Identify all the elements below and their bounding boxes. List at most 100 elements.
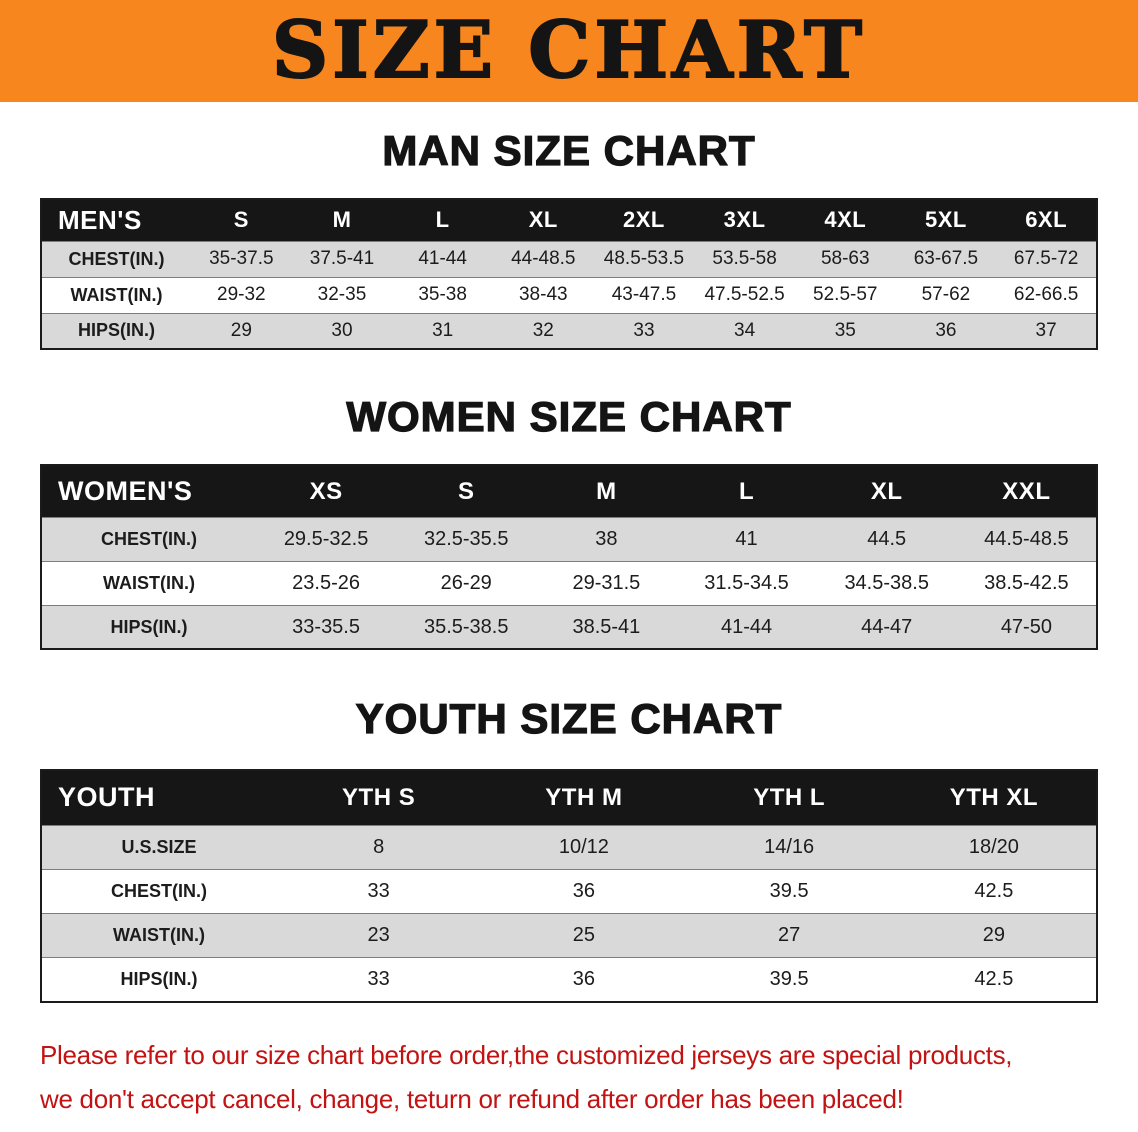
men-section-heading: MAN SIZE CHART: [382, 127, 756, 175]
men-size-section: MAN SIZE CHART MEN'S S M L XL 2XL 3XL 4XL 5XL 6XL…: [0, 127, 1138, 351]
size-column-header: YTH S: [276, 769, 482, 826]
row-label: CHEST(IN.): [41, 240, 191, 278]
size-value: 30: [291, 312, 393, 350]
size-value: 23.5-26: [256, 560, 397, 606]
size-value: 41-44: [676, 604, 817, 650]
size-value: 29: [891, 913, 1097, 958]
size-value: 44-48.5: [492, 240, 594, 278]
table-row: U.S.SIZE 8 10/12 14/16 18/20: [41, 825, 1097, 870]
table-corner-label: MEN'S: [41, 199, 191, 242]
size-value: 35: [794, 312, 896, 350]
row-label: CHEST(IN.): [41, 869, 276, 914]
size-value: 44.5: [816, 516, 957, 562]
size-value: 41: [676, 516, 817, 562]
size-value: 47.5-52.5: [694, 276, 795, 314]
size-value: 33: [593, 312, 695, 350]
table-row: WAIST(IN.) 23 25 27 29: [41, 913, 1097, 958]
women-table-body: CHEST(IN.) 29.5-32.5 32.5-35.5 38 41 44.5 44.5…: [41, 516, 1097, 650]
size-value: 8: [276, 825, 482, 870]
size-value: 36: [481, 957, 687, 1002]
table-row: HIPS(IN.) 33-35.5 35.5-38.5 38.5-41 41-44 44-…: [41, 604, 1097, 650]
size-value: 31: [392, 312, 493, 350]
size-column-header: 2XL: [593, 199, 695, 242]
size-column-header: XL: [492, 199, 594, 242]
size-value: 58-63: [794, 240, 896, 278]
size-value: 29-31.5: [536, 560, 677, 606]
size-column-header: 3XL: [694, 199, 795, 242]
size-value: 32.5-35.5: [396, 516, 537, 562]
size-column-header: M: [291, 199, 393, 242]
size-value: 47-50: [956, 604, 1097, 650]
size-value: 23: [276, 913, 482, 958]
row-label: WAIST(IN.): [41, 276, 191, 314]
table-row: CHEST(IN.) 35-37.5 37.5-41 41-44 44-48.5 48.5…: [41, 240, 1097, 278]
size-column-header: YTH L: [686, 769, 892, 826]
size-column-header: XS: [256, 465, 397, 518]
size-value: 35.5-38.5: [396, 604, 537, 650]
size-value: 33-35.5: [256, 604, 397, 650]
size-value: 32-35: [291, 276, 393, 314]
table-row: HIPS(IN.) 33 36 39.5 42.5: [41, 957, 1097, 1002]
size-value: 14/16: [686, 825, 892, 870]
size-value: 33: [276, 869, 482, 914]
size-value: 29: [191, 312, 292, 350]
size-value: 35-37.5: [191, 240, 292, 278]
size-column-header: L: [676, 465, 817, 518]
size-value: 32: [492, 312, 594, 350]
size-value: 18/20: [891, 825, 1097, 870]
size-value: 39.5: [686, 869, 892, 914]
women-section-heading: WOMEN SIZE CHART: [346, 393, 792, 441]
size-value: 37.5-41: [291, 240, 393, 278]
size-column-header: XXL: [956, 465, 1097, 518]
size-value: 39.5: [686, 957, 892, 1002]
size-column-header: 6XL: [996, 199, 1097, 242]
size-value: 36: [895, 312, 997, 350]
size-value: 38.5-42.5: [956, 560, 1097, 606]
youth-section-heading: YOUTH SIZE CHART: [355, 695, 783, 743]
row-label: WAIST(IN.): [41, 560, 256, 606]
size-value: 37: [996, 312, 1097, 350]
disclaimer-line-1: Please refer to our size chart before or…: [40, 1039, 1013, 1070]
table-row: WAIST(IN.) 29-32 32-35 35-38 38-43 43-47.5 47.…: [41, 276, 1097, 314]
table-row: WAIST(IN.) 23.5-26 26-29 29-31.5 31.5-34.5 34…: [41, 560, 1097, 606]
youth-size-table: YOUTH YTH S YTH M YTH L YTH XL U.S.SIZE 8 10/1…: [40, 768, 1098, 1003]
table-row: CHEST(IN.) 33 36 39.5 42.5: [41, 869, 1097, 914]
size-value: 48.5-53.5: [593, 240, 695, 278]
row-label: HIPS(IN.): [41, 957, 276, 1002]
size-value: 67.5-72: [996, 240, 1097, 278]
page-title: SIZE CHART: [271, 5, 867, 96]
size-value: 25: [481, 913, 687, 958]
row-label: HIPS(IN.): [41, 312, 191, 350]
women-table-header-row: WOMEN'S XS S M L XL XXL: [41, 465, 1097, 518]
men-table-body: CHEST(IN.) 35-37.5 37.5-41 41-44 44-48.5 48.5…: [41, 240, 1097, 350]
size-value: 29.5-32.5: [256, 516, 397, 562]
size-column-header: S: [396, 465, 537, 518]
youth-table-header-row: YOUTH YTH S YTH M YTH L YTH XL: [41, 769, 1097, 826]
youth-table-body: U.S.SIZE 8 10/12 14/16 18/20 CHEST(IN.) 33 36 39…: [41, 825, 1097, 1002]
size-value: 63-67.5: [895, 240, 997, 278]
table-corner-label: WOMEN'S: [41, 465, 256, 518]
size-value: 42.5: [891, 957, 1097, 1002]
size-column-header: M: [536, 465, 677, 518]
size-value: 43-47.5: [593, 276, 695, 314]
size-value: 10/12: [481, 825, 687, 870]
men-size-table: MEN'S S M L XL 2XL 3XL 4XL 5XL 6XL CHEST(IN.) 35-3…: [40, 198, 1098, 351]
size-value: 44.5-48.5: [956, 516, 1097, 562]
size-column-header: YTH M: [481, 769, 687, 826]
men-table-header-row: MEN'S S M L XL 2XL 3XL 4XL 5XL 6XL: [41, 199, 1097, 242]
youth-size-section: YOUTH SIZE CHART YOUTH YTH S YTH M YTH L YTH…: [0, 695, 1138, 1003]
size-value: 36: [481, 869, 687, 914]
size-value: 29-32: [191, 276, 292, 314]
size-value: 38-43: [492, 276, 594, 314]
size-value: 53.5-58: [694, 240, 795, 278]
size-value: 34: [694, 312, 795, 350]
size-column-header: L: [392, 199, 493, 242]
size-value: 38.5-41: [536, 604, 677, 650]
size-value: 42.5: [891, 869, 1097, 914]
row-label: HIPS(IN.): [41, 604, 256, 650]
table-corner-label: YOUTH: [41, 769, 276, 826]
size-value: 57-62: [895, 276, 997, 314]
size-value: 44-47: [816, 604, 957, 650]
size-value: 38: [536, 516, 677, 562]
size-value: 62-66.5: [996, 276, 1097, 314]
